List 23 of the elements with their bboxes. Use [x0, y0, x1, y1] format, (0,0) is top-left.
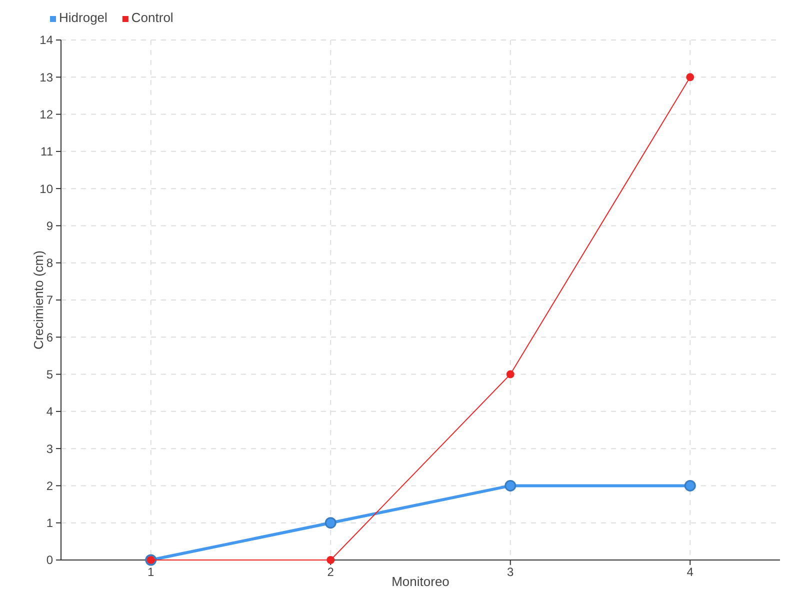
y-tick-label: 5 — [46, 367, 54, 382]
y-tick-label: 11 — [40, 144, 54, 159]
y-tick-label: 0 — [46, 553, 54, 568]
x-tick-label: 1 — [148, 565, 155, 579]
y-tick-label: 4 — [46, 404, 54, 419]
y-tick-label: 10 — [40, 182, 54, 196]
y-tick-label: 9 — [46, 218, 54, 233]
y-tick-label: 1 — [46, 516, 54, 530]
y-tick-label: 3 — [46, 442, 54, 456]
x-tick-label: 3 — [507, 565, 514, 579]
y-tick-label: 6 — [46, 330, 54, 344]
x-tick-label: 2 — [327, 565, 334, 579]
y-tick-label: 13 — [40, 70, 54, 84]
legend-label: Hidrogel — [59, 10, 108, 25]
y-tick-label: 14 — [40, 33, 54, 48]
y-tick-label: 8 — [46, 256, 54, 270]
y-tick-label: 12 — [40, 107, 54, 122]
y-tick-label: 7 — [46, 293, 54, 308]
x-axis-title: Monitoreo — [392, 574, 450, 589]
x-tick-label: 4 — [686, 565, 694, 579]
y-tick-label: 2 — [46, 478, 54, 493]
y-axis-title: Crecimiento (cm) — [31, 250, 46, 350]
legend-label: Control — [131, 10, 174, 25]
